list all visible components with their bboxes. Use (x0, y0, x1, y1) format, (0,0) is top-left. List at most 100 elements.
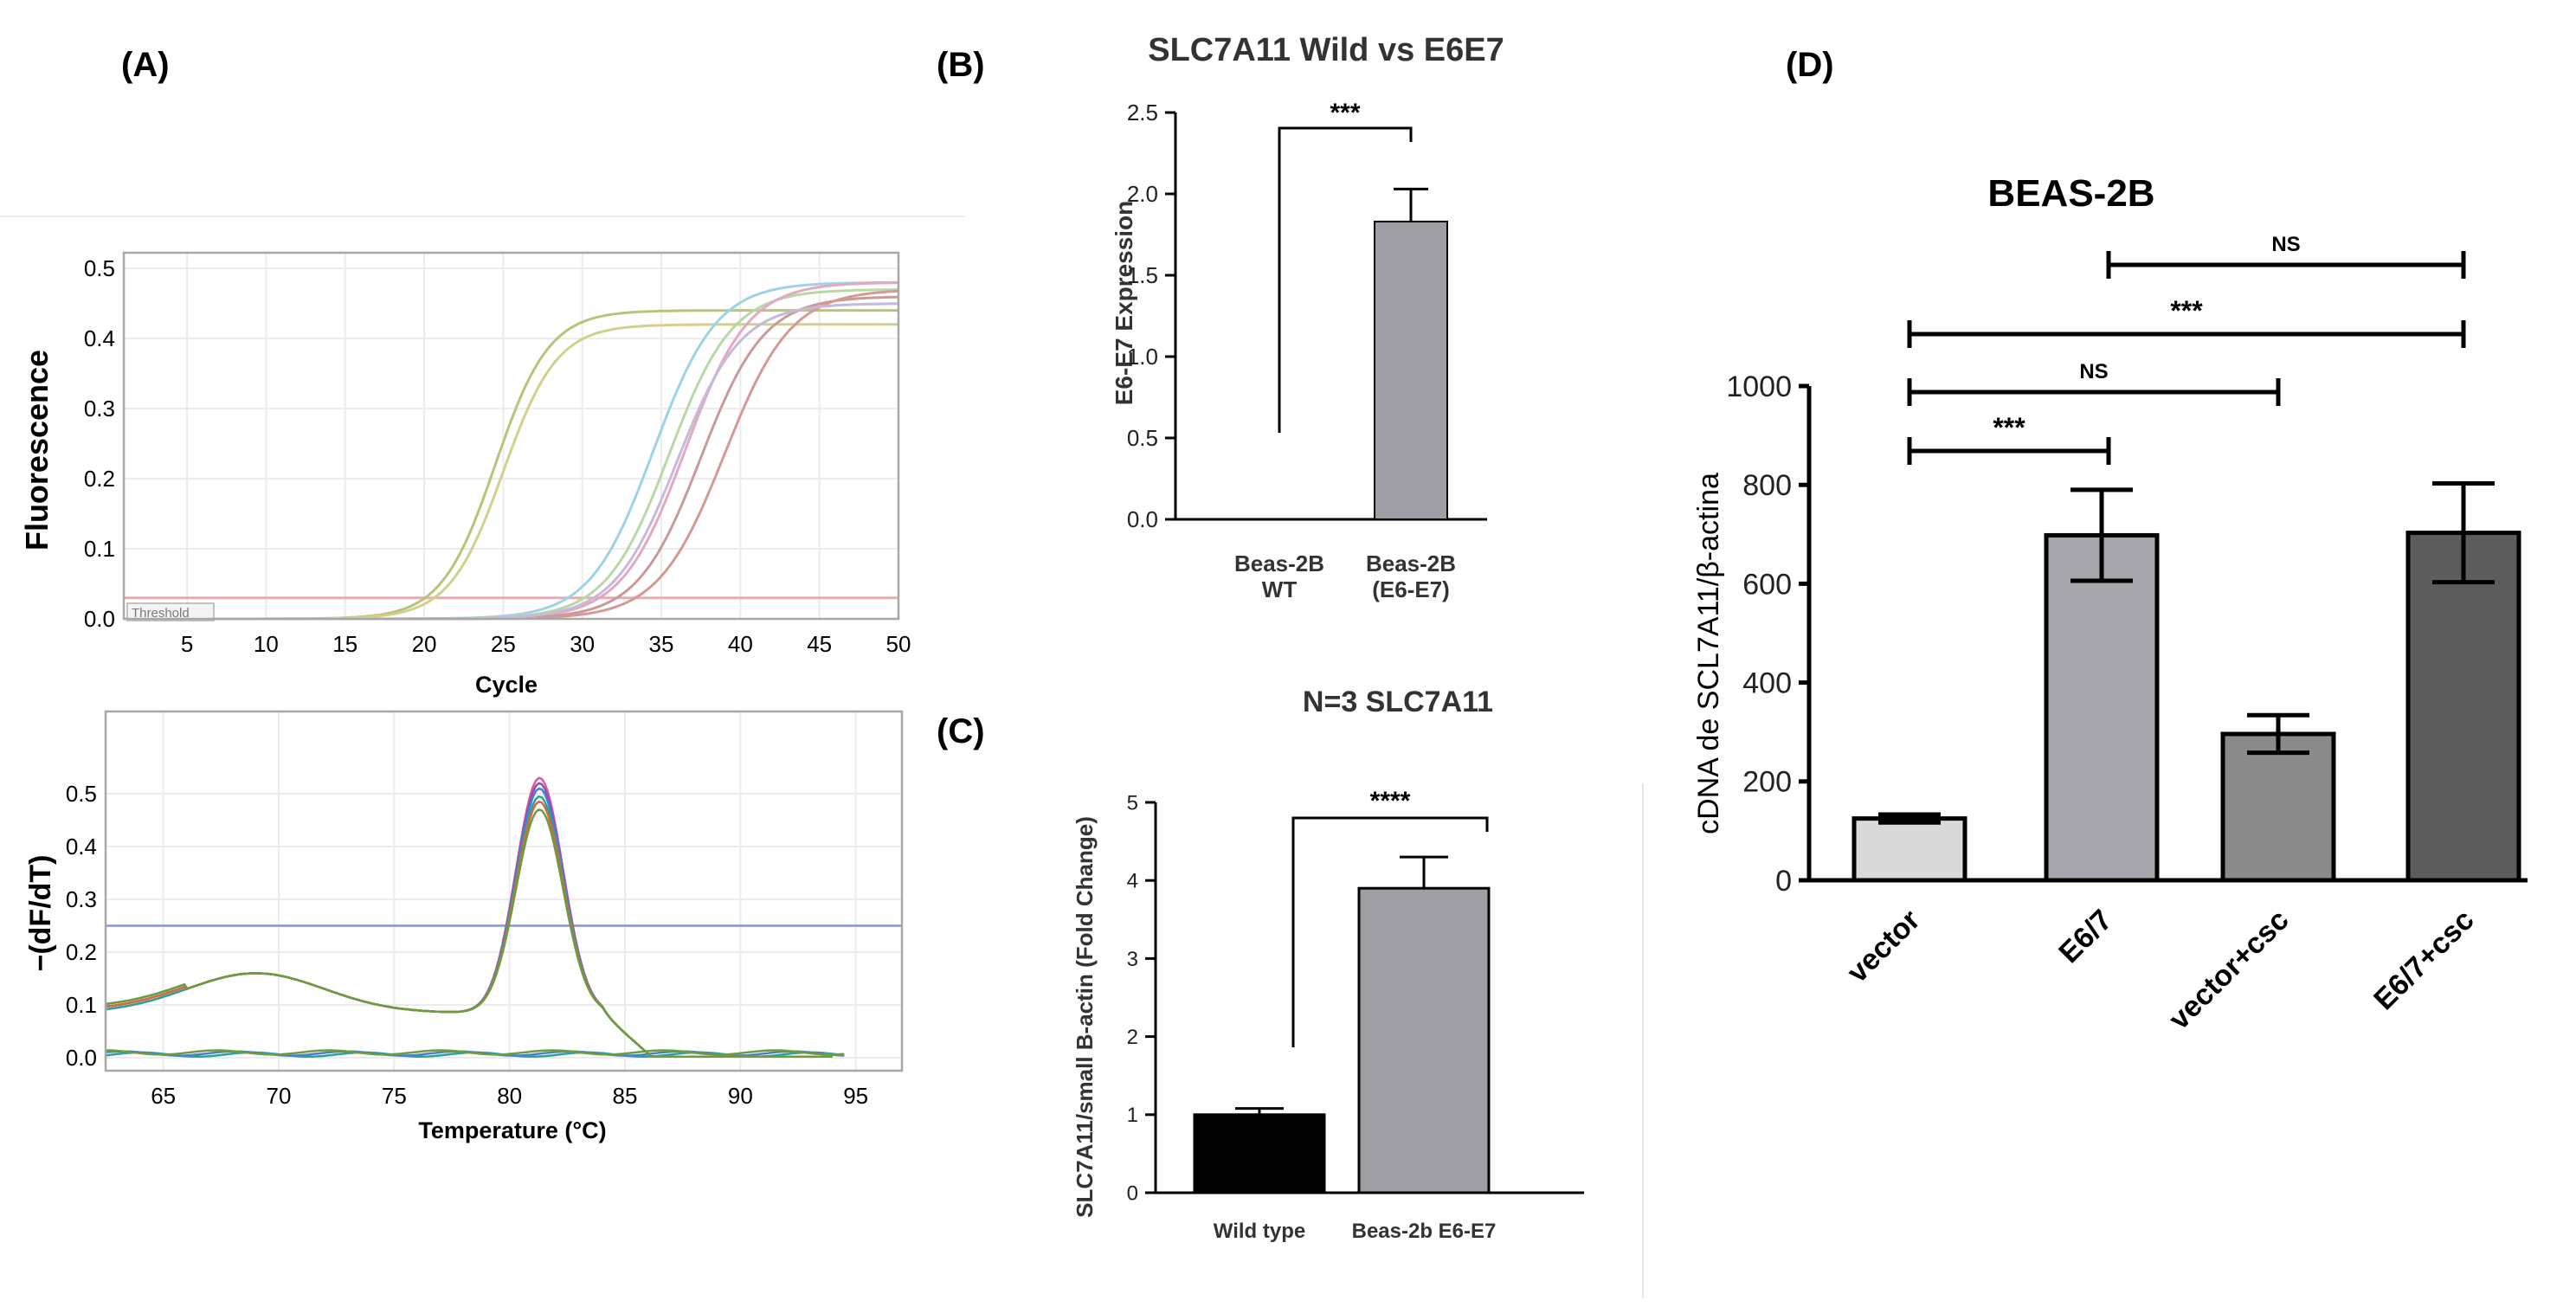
c-bar (1193, 1113, 1326, 1194)
b-y-axis-label: E6-E7 Expression (1111, 201, 1137, 406)
b-significance-bracket (1278, 126, 1413, 433)
d-y-tick-label: 0 (1775, 865, 1792, 898)
c-significance-bracket (1291, 816, 1489, 1047)
c-y-axis-label: SLC7A11/small B-actin (Fold Change) (1072, 816, 1098, 1218)
b-title: SLC7A11 Wild vs E6E7 (1148, 32, 1504, 68)
a2-y-axis-label: −(dF/dT) (24, 854, 57, 971)
c-y-tick-label: 1 (1127, 1104, 1138, 1127)
b-y-tick-label: 0.5 (1127, 425, 1158, 451)
a2-curves (105, 776, 902, 1059)
a2-x-tick-label: 95 (843, 1083, 868, 1109)
a1-x-tick-label: 15 (332, 631, 357, 657)
b-category-label: Beas-2B (1366, 550, 1456, 576)
a1-x-tick-label: 5 (181, 631, 193, 657)
c-y-tick-label: 0 (1127, 1181, 1138, 1205)
d-bar (2220, 731, 2336, 883)
a1-x-tick-label: 45 (807, 631, 832, 657)
d-title: BEAS-2B (1987, 172, 2154, 215)
a1-plot-frame (122, 251, 900, 621)
melt-curve (105, 808, 833, 1059)
panel-label-d: (D) (1786, 46, 1834, 84)
a2-y-tick-label: 0.3 (66, 886, 97, 912)
a2-x-tick-label: 70 (267, 1083, 292, 1109)
b-significance-label: *** (1330, 99, 1360, 127)
a1-y-tick-label: 0.1 (84, 536, 115, 562)
panel-label-c: (C) (937, 712, 985, 750)
c-category-label: Wild type (1214, 1220, 1305, 1243)
panel-label-b: (B) (937, 46, 985, 84)
b-y-tick-label: 2.5 (1127, 100, 1158, 126)
a2-y-tick-label: 0.1 (66, 992, 97, 1018)
d-y-tick-label: 200 (1742, 766, 1792, 799)
c-plot: 0 1 2 3 4 5 Wild type Beas-2b E6-E7 **** (1127, 787, 1584, 1243)
a1-x-tick-label: 10 (254, 631, 279, 657)
b-category-label: Beas-2B (1234, 550, 1324, 576)
a1-y-tick-label: 0.0 (84, 606, 115, 632)
a1-y-tick-label: 0.3 (84, 396, 115, 422)
c-bar (1357, 886, 1491, 1194)
melt-curve-plot: −(dF/dT) Temperature (°C) 65 70 75 80 85 90 95… (24, 710, 904, 1143)
panel-b-bar-chart: SLC7A11 Wild vs E6E7 E6-E7 Expression 0.… (1111, 32, 1504, 602)
d-bar (2405, 531, 2521, 883)
b-y-tick-label: 2.0 (1127, 181, 1158, 207)
a2-y-tick-label: 0.0 (66, 1045, 97, 1071)
a1-y-tick-label: 0.5 (84, 255, 115, 281)
d-y-tick-label: 600 (1742, 568, 1792, 601)
threshold-label: Threshold (132, 606, 190, 621)
a1-x-tick-label: 30 (570, 631, 595, 657)
a2-x-tick-label: 90 (728, 1083, 753, 1109)
d-y-tick-label: 1000 (1726, 370, 1792, 403)
b-y-tick-label: 1.0 (1127, 344, 1158, 370)
d-bar (2044, 532, 2160, 883)
a2-y-tick-label: 0.4 (66, 834, 97, 860)
c-y-tick-label: 3 (1127, 948, 1138, 971)
a1-y-tick-label: 0.2 (84, 466, 115, 492)
a2-x-tick-label: 85 (613, 1083, 638, 1109)
d-y-tick-label: 400 (1742, 667, 1792, 700)
d-y-tick-label: 800 (1742, 469, 1792, 502)
c-y-tick-label: 2 (1127, 1026, 1138, 1049)
a1-x-tick-label: 20 (412, 631, 437, 657)
a1-x-tick-label: 40 (728, 631, 753, 657)
b-category-label: WT (1262, 576, 1298, 602)
a2-y-tick-label: 0.5 (66, 781, 97, 807)
a1-x-tick-label: 35 (649, 631, 674, 657)
b-category-label: (E6-E7) (1372, 576, 1450, 602)
d-bar (1852, 816, 1967, 883)
b-plot: 0.00.51.01.52.02.5Beas-2BWTBeas-2B(E6-E7… (1127, 99, 1487, 602)
d-comparison-label: NS (2079, 360, 2108, 383)
a2-plot-frame (104, 710, 904, 1072)
a2-tick-labels: 65 70 75 80 85 90 95 0.0 0.1 0.2 0.3 0.4 0.5 (66, 781, 868, 1109)
c-y-tick-label: 4 (1127, 870, 1138, 893)
d-y-axis-label: cDNA de SCL7A11/β-actina (1692, 473, 1725, 834)
panel-label-a: (A) (121, 46, 170, 84)
threshold-tag: Threshold (126, 602, 215, 621)
b-y-tick-label: 0.0 (1127, 506, 1158, 532)
panel-c-bar-chart: N=3 SLC7A11 SLC7A11/small B-actin (Fold … (1072, 686, 1584, 1243)
a1-y-tick-label: 0.4 (84, 325, 115, 351)
a2-gridlines (106, 711, 902, 1071)
c-y-tick-label: 5 (1127, 791, 1138, 814)
a1-x-tick-label: 25 (491, 631, 516, 657)
d-comparison-label: *** (2170, 295, 2203, 326)
negative-control-curve (106, 1049, 845, 1056)
a2-x-axis-label: Temperature (°C) (418, 1117, 606, 1143)
b-bar (1374, 220, 1448, 521)
d-comparison-label: NS (2271, 233, 2300, 256)
amplification-plot: Fluorescence Cycle 5 10 15 20 25 30 35 40 45 50 0.… (19, 251, 911, 698)
c-significance-label: **** (1370, 787, 1411, 815)
c-title: N=3 SLC7A11 (1303, 686, 1493, 718)
d-comparison-label: *** (1993, 412, 2025, 443)
b-y-tick-label: 1.5 (1127, 262, 1158, 288)
a2-y-tick-label: 0.2 (66, 939, 97, 965)
a1-tick-labels: 5 10 15 20 25 30 35 40 45 50 0.0 0.1 0.2 0.3 0.4 0.5 (84, 255, 911, 657)
threshold-tag-box (126, 602, 215, 621)
a2-x-tick-label: 80 (497, 1083, 522, 1109)
a1-y-axis-label: Fluorescence (19, 350, 55, 550)
a1-x-axis-label: Cycle (475, 672, 538, 698)
a2-x-tick-label: 75 (382, 1083, 407, 1109)
a1-x-tick-label: 50 (886, 631, 911, 657)
a2-x-tick-label: 65 (151, 1083, 176, 1109)
